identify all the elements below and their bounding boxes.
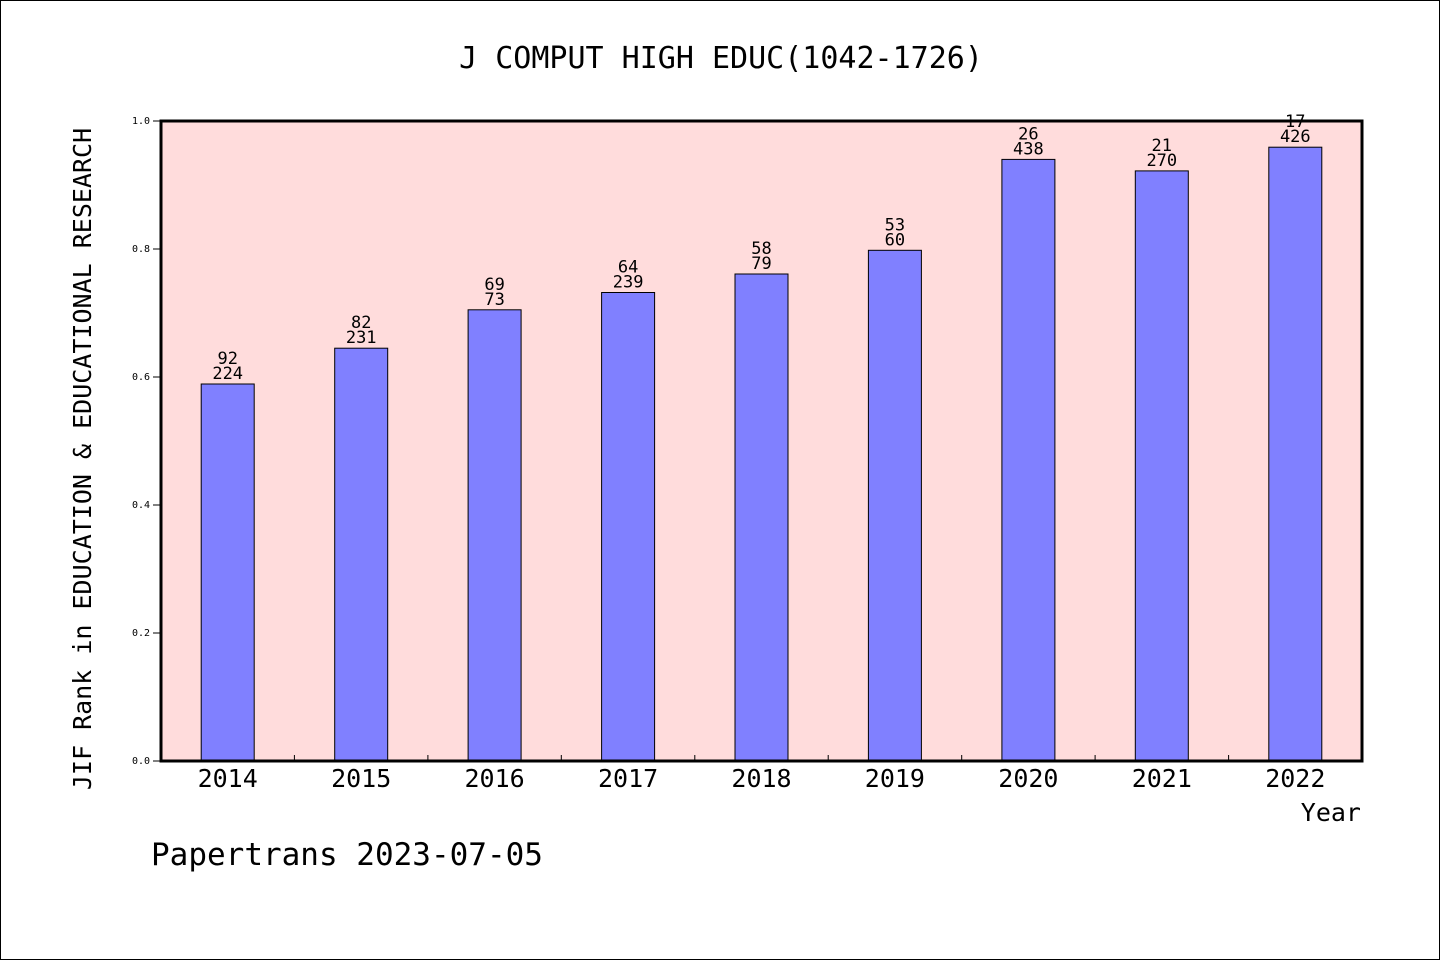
bars-group	[200, 146, 1323, 762]
bar-2020	[1001, 158, 1056, 762]
bar-total-label-2021: 270	[1146, 151, 1177, 171]
x-tick-label-2019: 2019	[865, 764, 925, 793]
bar-total-label-2018: 79	[751, 254, 771, 274]
bar-total-label-2014: 224	[212, 364, 243, 384]
plot-border	[159, 119, 1364, 763]
footer-credit: Papertrans 2023-07-05	[151, 837, 543, 873]
bar-total-label-2016: 73	[484, 290, 504, 310]
bar-2014	[200, 383, 255, 762]
y-axis-label: JIF Rank in EDUCATION & EDUCATIONAL RESE…	[68, 128, 97, 790]
bar-2019	[867, 249, 922, 762]
bar-2018	[734, 273, 789, 762]
y-tick-label: 0.2	[132, 628, 150, 639]
bar-rank-label-2019: 53	[885, 215, 905, 235]
bar-rank-label-2020: 26	[1018, 124, 1038, 144]
bar-rank-label-2016: 69	[484, 275, 504, 295]
bar-rank-label-2017: 64	[618, 258, 638, 278]
y-tick-label: 1.0	[132, 116, 150, 127]
x-tick-label-2022: 2022	[1265, 764, 1325, 793]
y-tick-label: 0.6	[132, 372, 150, 383]
x-tick-label-2016: 2016	[464, 764, 524, 793]
x-tick-label-2014: 2014	[198, 764, 258, 793]
bar-2015	[334, 347, 389, 762]
x-tick-label-2018: 2018	[731, 764, 791, 793]
x-tick-label-2017: 2017	[598, 764, 658, 793]
chart-title: J COMPUT HIGH EDUC(1042-1726)	[459, 41, 983, 76]
bar-2022	[1268, 146, 1323, 762]
bar-rank-label-2018: 58	[751, 239, 771, 259]
bar-total-label-2020: 438	[1013, 139, 1044, 159]
bar-total-label-2022: 426	[1280, 127, 1311, 147]
x-axis-ticks: 2014 2015 2016 2017 2018 2019 2020 2021 2022	[198, 755, 1325, 793]
y-axis-ticks: 0.0 0.2 0.4 0.6 0.8 1.0	[132, 116, 161, 767]
bar-rank-label-2014: 92	[217, 349, 237, 369]
bar-rank-label-2021: 21	[1152, 136, 1172, 156]
x-tick-label-2021: 2021	[1132, 764, 1192, 793]
x-tick-label-2015: 2015	[331, 764, 391, 793]
bar-total-label-2017: 239	[613, 273, 644, 293]
bar-rank-label-2015: 82	[351, 313, 371, 333]
bar-2017	[601, 292, 656, 762]
x-axis-label: Year	[1301, 798, 1361, 827]
bar-2016	[467, 309, 522, 762]
y-tick-label: 0.8	[132, 244, 150, 255]
x-tick-label-2020: 2020	[998, 764, 1058, 793]
bar-total-label-2015: 231	[346, 328, 377, 348]
y-tick-label: 0.4	[132, 500, 150, 511]
y-tick-label: 0.0	[132, 756, 150, 767]
bar-2021	[1134, 170, 1189, 762]
bar-total-label-2019: 60	[885, 230, 905, 250]
